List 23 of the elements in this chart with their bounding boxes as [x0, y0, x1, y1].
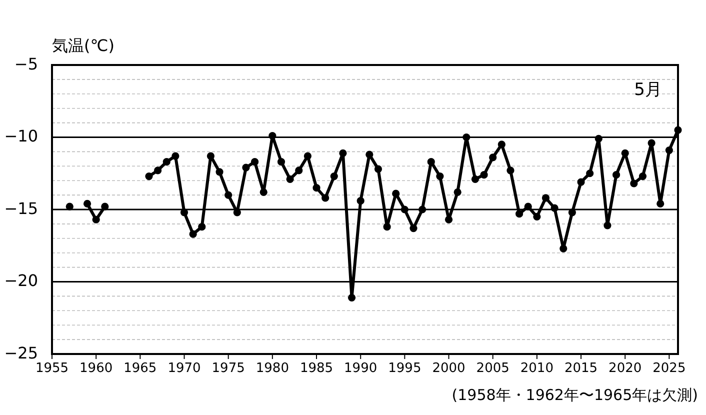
x-tick-label: 2005	[476, 361, 510, 376]
x-tick-label: 1995	[388, 361, 422, 376]
text: 5月	[634, 80, 662, 100]
x-tick-label: 2000	[432, 361, 466, 376]
x-tick-label: 1960	[80, 361, 113, 376]
x-tick-label: 1980	[256, 361, 289, 376]
y-tick-label: −20	[4, 271, 38, 290]
text: (1958年・1962年〜1965年は欠測)	[452, 386, 698, 404]
x-tick-label: 1970	[168, 361, 201, 376]
x-tick-label: 2015	[564, 361, 598, 376]
x-tick-label: 2020	[608, 361, 642, 376]
y-tick-label: −15	[4, 198, 38, 218]
x-tick-label: 1985	[300, 361, 334, 376]
y-tick-label: −5	[14, 54, 38, 74]
x-tick-label: 1975	[212, 361, 245, 376]
x-tick-label: 1955	[35, 361, 69, 376]
x-tick-label: 1990	[344, 361, 378, 376]
y-axis-title: 気温(℃)	[52, 36, 114, 55]
x-tick-label: 1965	[124, 361, 157, 376]
x-tick-label: 2025	[652, 361, 686, 376]
y-tick-label: −25	[4, 343, 38, 362]
x-tick-label: 2010	[520, 361, 554, 376]
y-tick-label: −10	[4, 126, 38, 146]
